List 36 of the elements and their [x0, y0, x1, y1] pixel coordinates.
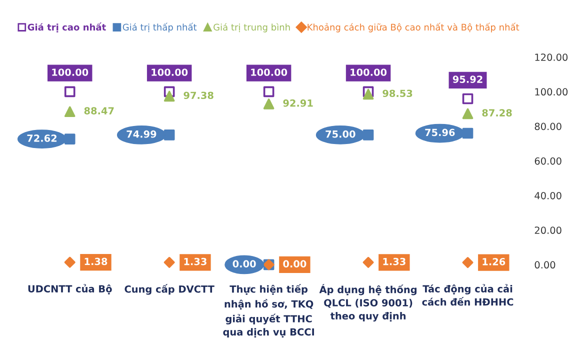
data-label: 0.00: [283, 260, 306, 268]
legend-label: Khoảng cách giữa Bộ cao nhất và Bộ thấp nhất: [308, 22, 520, 32]
data-label: 100.00: [251, 68, 288, 76]
data-label: 1.33: [184, 258, 206, 266]
y-tick-label: 100.00: [535, 88, 568, 96]
x-tick-label: Thực hiện tiếp nhận hồ sơ, TKQ giải quyết TTHC qua dịch vụ BCCI: [223, 284, 314, 338]
data-label: 72.62: [27, 134, 57, 142]
x-tick-label: Áp dụng hệ thống QLCL (ISO 9001) theo quy định: [319, 284, 416, 322]
data-label: 87.28: [482, 109, 512, 117]
data-label: 1.26: [482, 258, 506, 266]
y-tick-label: 0.00: [534, 261, 556, 269]
y-tick-label: 120.00: [535, 54, 568, 61]
data-label: 100.00: [350, 68, 387, 76]
data-label: 1.38: [84, 258, 108, 266]
x-tick-label: Tác động của cải cách đến HĐHHC: [422, 284, 514, 306]
y-tick-label: 60.00: [534, 157, 562, 165]
legend-label: Giá trị cao nhất: [28, 22, 106, 32]
y-tick-label: 40.00: [534, 192, 562, 200]
data-label: 75.96: [425, 128, 455, 136]
data-label: 0.00: [232, 260, 256, 268]
y-tick-label: 20.00: [534, 226, 562, 234]
legend-label: Giá trị thấp nhất: [122, 22, 197, 32]
x-tick-label: UDCNTT của Bộ: [28, 284, 112, 294]
data-label: 98.53: [382, 90, 412, 98]
x-tick-label: Cung cấp DVCTT: [124, 284, 214, 295]
data-label: 92.91: [283, 99, 313, 107]
y-tick-label: 80.00: [534, 122, 562, 130]
data-label: 1.33: [383, 258, 406, 266]
data-label: 74.99: [126, 130, 156, 138]
legend-label: Giá trị trung bình: [214, 23, 290, 32]
data-label: 97.38: [184, 92, 214, 100]
data-label: 75.00: [326, 130, 356, 138]
data-label: 88.47: [84, 107, 114, 114]
data-label: 100.00: [52, 68, 88, 76]
data-label: 95.92: [452, 76, 482, 83]
data-label: 100.00: [152, 68, 188, 76]
